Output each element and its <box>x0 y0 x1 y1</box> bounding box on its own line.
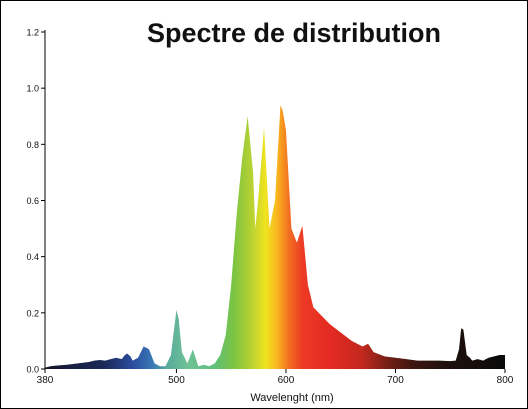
x-tick-label: 700 <box>387 375 404 386</box>
x-axis-ticks: 380 500 600 700 800 <box>37 369 514 386</box>
y-tick-label: 0.2 <box>26 308 39 318</box>
y-tick-label: 0.8 <box>26 140 39 150</box>
y-axis-ticks: 0.0 0.2 0.4 0.6 0.8 1.0 1.2 <box>26 28 45 375</box>
spectrum-area <box>45 105 505 370</box>
y-tick-label: 0.4 <box>26 252 39 262</box>
x-tick-label: 380 <box>37 375 54 386</box>
y-tick-label: 1.2 <box>26 28 39 38</box>
y-tick-label: 0.0 <box>26 365 39 375</box>
y-tick-label: 1.0 <box>26 84 39 94</box>
chart-title: Spectre de distribution <box>146 18 442 48</box>
x-tick-label: 600 <box>278 375 295 386</box>
x-tick-label: 500 <box>168 375 185 386</box>
x-axis-label: Wavelenght (nm) <box>250 392 333 404</box>
x-tick-label: 800 <box>497 375 514 386</box>
y-tick-label: 0.6 <box>26 196 39 206</box>
